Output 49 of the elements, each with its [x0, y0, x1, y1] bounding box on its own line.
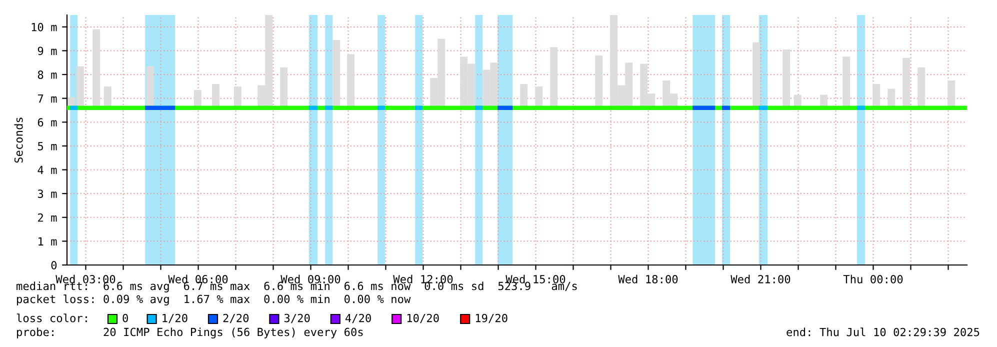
x-tick-label: Thu 00:00: [843, 274, 903, 284]
y-tick-label: 1 m: [38, 237, 57, 246]
legend-label: 0: [122, 314, 128, 322]
x-tick-label: Wed 03:00: [56, 274, 116, 284]
bar: [550, 47, 558, 108]
y-tick-label: 5 m: [38, 142, 57, 150]
legend-label: 2/20: [223, 314, 249, 324]
y-tick-label: 6 m: [38, 118, 57, 127]
x-tick-label: Wed 12:00: [393, 274, 453, 284]
bar: [92, 29, 100, 108]
bar: [902, 58, 910, 108]
x-tick-label: Wed 21:00: [730, 274, 790, 284]
y-tick-label: 4 m: [38, 166, 57, 174]
legend-label: 1/20: [162, 314, 188, 324]
legend-label: 3/20: [284, 314, 310, 324]
bar: [212, 84, 220, 108]
bar: [347, 54, 354, 108]
bar: [234, 86, 242, 108]
bar: [535, 86, 543, 108]
legend-label: 10/20: [407, 314, 439, 324]
x-tick-label: Wed 18:00: [618, 274, 678, 284]
text: packet loss: 0.09 % avg 1.67 % max 0.00 % min 0.00 % now: [17, 294, 411, 306]
y-tick-label: 3 m: [38, 190, 57, 198]
bar: [752, 42, 760, 108]
bar: [872, 84, 880, 108]
bar: [104, 86, 112, 108]
y-tick-label: 10 m: [32, 22, 57, 32]
bar: [520, 84, 528, 108]
legend-label: 19/20: [476, 314, 508, 324]
y-tick-label: 0: [51, 261, 57, 270]
x-tick-label: Wed 06:00: [168, 274, 228, 284]
bar: [595, 55, 603, 108]
bar: [146, 66, 154, 108]
legend-title: loss color:: [16, 314, 87, 322]
text: end: Thu Jul 10 02:29:39 2025: [786, 328, 980, 336]
bar: [918, 67, 926, 108]
y-axis-title: Seconds: [14, 118, 23, 163]
legend-label: 4/20: [345, 314, 371, 324]
bar: [782, 50, 790, 108]
y-tick-label: 9 m: [38, 46, 57, 56]
bar: [280, 67, 288, 108]
bar: [332, 40, 340, 108]
bar: [842, 56, 850, 108]
y-tick-label: 7 m: [38, 94, 57, 103]
text: probe: 20 ICMP Echo Pings (56 Bytes) every 60s: [17, 328, 363, 338]
y-tick-label: 8 m: [38, 70, 57, 79]
bar: [948, 80, 956, 108]
x-tick-label: Wed 09:00: [280, 274, 340, 284]
y-tick-label: 2 m: [38, 213, 57, 222]
